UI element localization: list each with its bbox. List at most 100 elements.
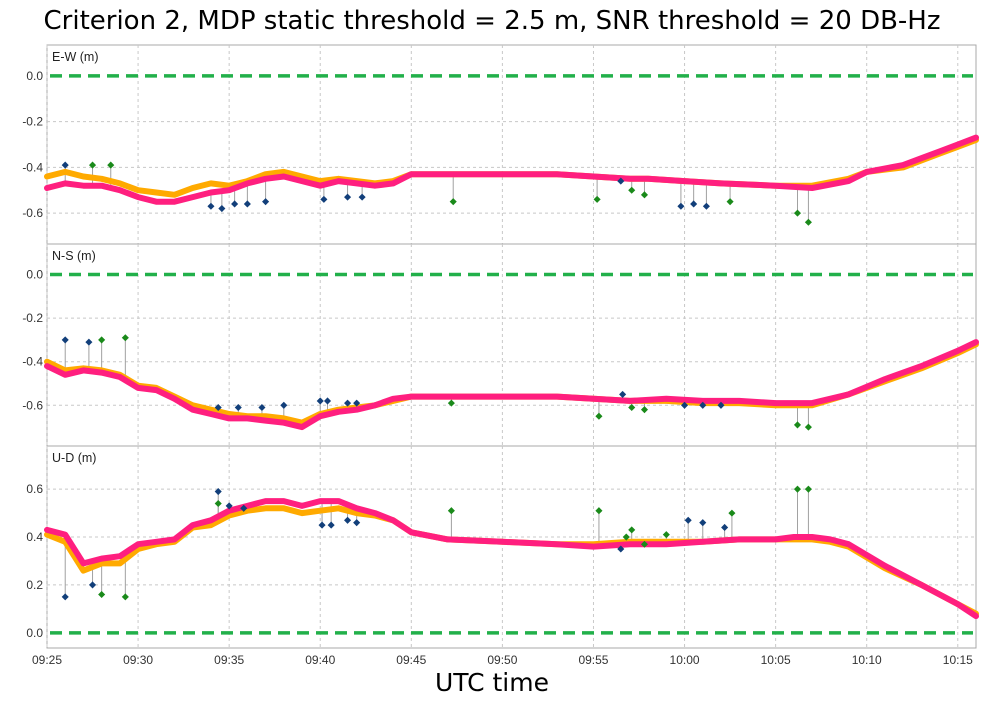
outlier-point [344,399,352,407]
outlier-point [728,509,736,517]
x-tick-label: 09:40 [305,653,335,667]
x-tick-label: 09:50 [487,653,517,667]
x-tick-label: 10:00 [670,653,700,667]
outlier-point [121,593,129,601]
series-line-magenta [44,134,979,205]
chart-title: Criterion 2, MDP static threshold = 2.5 … [43,6,941,36]
outlier-point [640,191,649,199]
outlier-point [231,200,239,208]
outlier-point [726,198,734,206]
outlier-point [595,507,603,515]
y-tick-label: 0.0 [26,268,43,282]
outlier-point [593,195,601,203]
outlier-point [617,545,625,553]
outlier-point [684,516,692,524]
x-tick-label: 10:05 [761,653,791,667]
outlier-point [243,200,251,208]
outlier-point [804,423,812,431]
x-tick-label: 09:25 [32,653,62,667]
y-tick-label: -0.6 [22,206,43,220]
outlier-point [107,161,115,169]
chart-panels: 0.0 -0.2 -0.4 -0.6 E-W (m) 0.0 -0.2 -0.4 -0.6 N-S… [22,44,979,649]
panel-frame [46,445,977,649]
outlier-point [804,485,812,493]
outlier-point [61,593,69,601]
outlier-point [214,488,222,496]
outlier-point [793,485,802,493]
outlier-point [717,401,725,409]
outlier-point [628,186,636,194]
outlier-point [681,401,689,409]
outlier-point [323,397,332,405]
y-tick-label: -0.4 [22,160,43,174]
outlier-point [353,519,361,527]
y-tick-label: -0.2 [22,311,43,325]
outlier-point [327,521,335,529]
panel-label: N-S (m) [52,249,96,263]
x-tick-label: 10:15 [943,653,973,667]
outlier-point [449,198,457,206]
outlier-point [622,533,630,541]
outlier-point [721,523,729,532]
outlier-point [702,202,710,210]
outlier-point [699,519,707,527]
y-tick-label: 0.4 [26,530,43,544]
series-line-magenta [44,498,979,620]
outlier-point [316,397,324,405]
panel-2: 0.0 -0.2 -0.4 -0.6 N-S (m) [22,243,979,447]
x-tick-label: 09:30 [123,653,153,667]
y-tick-label: -0.4 [22,355,43,369]
y-tick-label: 0.0 [26,626,43,640]
y-tick-label: -0.6 [22,398,43,412]
outlier-point [699,401,707,409]
outlier-point [318,521,326,529]
outlier-point [234,403,242,412]
panel-1: 0.0 -0.2 -0.4 -0.6 E-W (m) [22,44,979,245]
x-tick-label: 09:55 [578,653,608,667]
outlier-point [344,193,352,201]
outlier-point [640,540,649,548]
outlier-point [628,526,636,534]
outlier-point [447,399,455,407]
y-tick-label: 0.6 [26,482,43,496]
x-tick-label: 09:35 [214,653,244,667]
outlier-point [85,338,93,346]
outlier-point [595,412,603,420]
outlier-point [240,504,248,512]
outlier-point [89,581,97,589]
outlier-point [214,499,222,508]
series-line-magenta [44,339,979,431]
outlier-point [218,205,226,213]
y-tick-label: 0.2 [26,578,43,592]
panel-frame [46,44,977,245]
outlier-point [690,200,698,208]
outlier-point [619,390,627,398]
outlier-point [804,218,812,226]
y-tick-label: 0.0 [26,69,43,83]
panel-label: U-D (m) [52,451,96,465]
outlier-point [225,502,233,510]
outlier-point [677,202,685,210]
outlier-point [61,336,69,344]
outlier-point [793,209,802,217]
panel-label: E-W (m) [52,50,99,64]
outlier-point [353,399,361,407]
outlier-point [214,403,222,412]
outlier-point [662,531,670,539]
outlier-point [280,401,288,409]
outlier-point [344,516,352,524]
outlier-point [258,403,266,412]
outlier-point [320,195,328,203]
panel-3: 0.6 0.4 0.2 0.0 U-D (m) [26,445,979,649]
outlier-point [640,406,649,414]
y-tick-label: -0.2 [22,115,43,129]
outlier-point [262,198,270,206]
outlier-point [89,161,97,169]
x-tick-label: 10:10 [852,653,882,667]
outlier-point [98,590,106,599]
outlier-point [121,334,129,342]
outlier-point [617,177,625,185]
outlier-point [98,336,106,344]
x-axis: 09:25 09:30 09:35 09:40 09:45 09:50 09:55 10:00… [32,653,973,667]
